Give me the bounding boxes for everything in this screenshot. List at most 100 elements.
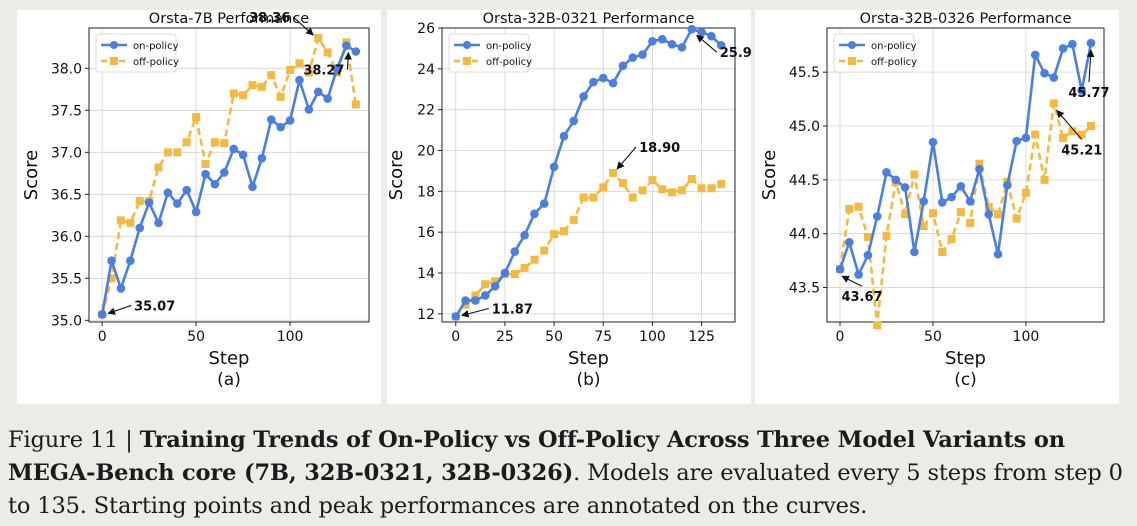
on-policy-point: [323, 94, 332, 103]
off-policy-point: [668, 188, 677, 197]
y-tick-label: 36.5: [51, 187, 82, 203]
off-policy-point: [286, 66, 295, 74]
on-policy-point: [984, 210, 994, 219]
off-policy-point: [550, 230, 559, 239]
annotation-label: 38.36: [249, 11, 290, 26]
off-policy-point: [510, 270, 519, 279]
on-policy-point: [266, 115, 276, 124]
off-policy-point: [229, 89, 238, 98]
on-policy-point: [657, 34, 667, 44]
y-axis-label: Score: [759, 150, 780, 200]
y-tick-label: 37.0: [51, 145, 82, 161]
caption-body: . Models are evaluated every 5 steps fro…: [8, 460, 1123, 519]
on-policy-point: [872, 212, 882, 221]
caption-title: Training Trends of On-Policy vs Off-Poli…: [8, 427, 1065, 486]
plot-frame: [88, 27, 370, 323]
y-tick-label: 24: [417, 62, 435, 78]
off-policy-point: [947, 235, 956, 244]
annotation-arrow: [616, 146, 637, 170]
on-policy-point: [201, 169, 210, 179]
on-policy-point: [1030, 50, 1040, 60]
legend-swatch-marker: [463, 57, 471, 65]
off-policy-point: [956, 208, 965, 217]
plot-frame: [441, 27, 736, 323]
off-policy-point: [304, 68, 313, 77]
x-tick-label: 50: [187, 329, 205, 345]
on-policy-point: [173, 199, 182, 208]
annotation-arrow: [292, 16, 314, 36]
off-policy-point: [257, 82, 266, 91]
annotation-arrow: [1056, 109, 1083, 140]
off-policy-point: [116, 216, 125, 225]
on-policy-point: [559, 131, 569, 141]
legend-label: on-policy: [133, 41, 179, 52]
legend-label: off-policy: [486, 57, 532, 68]
on-policy-point: [257, 153, 267, 163]
x-tick-label: 75: [594, 329, 612, 345]
annotation-label: 35.07: [134, 299, 175, 314]
off-policy-point: [717, 180, 726, 189]
annotation-label: 18.90: [639, 141, 680, 156]
off-policy-point: [239, 91, 248, 100]
on-policy-point: [579, 92, 588, 101]
on-policy-point: [500, 268, 510, 278]
on-policy-point: [854, 270, 863, 279]
figure-caption: Figure 11 | Training Trends of On-Policy…: [8, 424, 1132, 523]
x-axis-label: Step: [568, 348, 609, 369]
off-policy-point: [919, 222, 928, 231]
off-policy-point: [135, 197, 144, 206]
y-tick-label: 26: [417, 21, 435, 37]
off-policy-point: [599, 183, 608, 192]
on-policy-point: [144, 198, 154, 208]
on-policy-line: [454, 27, 723, 318]
on-policy-point: [993, 249, 1003, 259]
on-policy-point: [1058, 44, 1068, 53]
annotation-label: 11.87: [492, 302, 533, 317]
x-tick-label: 100: [1013, 329, 1040, 345]
y-axis-label: Score: [387, 150, 407, 200]
off-policy-point: [677, 186, 686, 195]
x-axis-label: Step: [945, 348, 986, 369]
on-policy-point: [687, 24, 697, 34]
off-policy-point: [201, 160, 210, 169]
off-policy-point: [210, 138, 219, 147]
off-policy-point: [579, 193, 588, 202]
off-policy-point: [295, 59, 304, 68]
on-policy-point: [163, 188, 173, 197]
on-policy-point: [107, 256, 116, 265]
x-tick-label: 0: [836, 329, 845, 345]
y-tick-label: 36.0: [51, 229, 82, 245]
off-policy-point: [481, 280, 490, 289]
x-tick-label: 50: [545, 329, 563, 345]
on-policy-point: [220, 168, 229, 177]
off-policy-point: [314, 34, 323, 43]
chart-orsta-32b-0326: 0 50 100 43.5 44.0 44.5 45.0 45.5 Orsta-32B-0326…: [759, 11, 1110, 390]
on-policy-point: [835, 264, 845, 274]
off-policy-point: [609, 168, 618, 177]
on-policy-point: [549, 162, 559, 172]
off-policy-point: [182, 138, 191, 147]
off-policy-point: [984, 202, 993, 211]
on-policy-point: [1021, 133, 1031, 143]
on-policy-point: [304, 105, 314, 114]
off-policy-point: [569, 215, 578, 224]
off-policy-point: [687, 175, 696, 184]
on-policy-point: [351, 47, 361, 56]
on-policy-point: [937, 198, 947, 207]
panel-orsta-32b-0321: 0 25 50 75 100 125 12 14 16 18 20 22 24 26 Orsta-32B-0…: [387, 10, 751, 404]
off-policy-point: [1059, 133, 1068, 142]
y-tick-label: 20: [417, 144, 435, 160]
on-policy-point: [965, 197, 975, 206]
legend: on-policy off-policy: [833, 33, 917, 73]
y-tick-label: 16: [417, 225, 435, 241]
off-policy-point: [873, 321, 882, 330]
on-policy-point: [191, 207, 201, 217]
legend: on-policy off-policy: [448, 33, 532, 73]
off-policy-point: [173, 148, 182, 157]
off-policy-point: [863, 232, 872, 241]
on-policy-point: [276, 122, 285, 132]
on-policy-point: [589, 77, 598, 87]
x-tick-label: 25: [496, 329, 514, 345]
y-tick-label: 18: [417, 184, 435, 200]
panel-orsta-7b: 0 50 100 35.0 35.5 36.0 36.5 37.0 37.5 38.0 Orsta-…: [17, 10, 381, 404]
